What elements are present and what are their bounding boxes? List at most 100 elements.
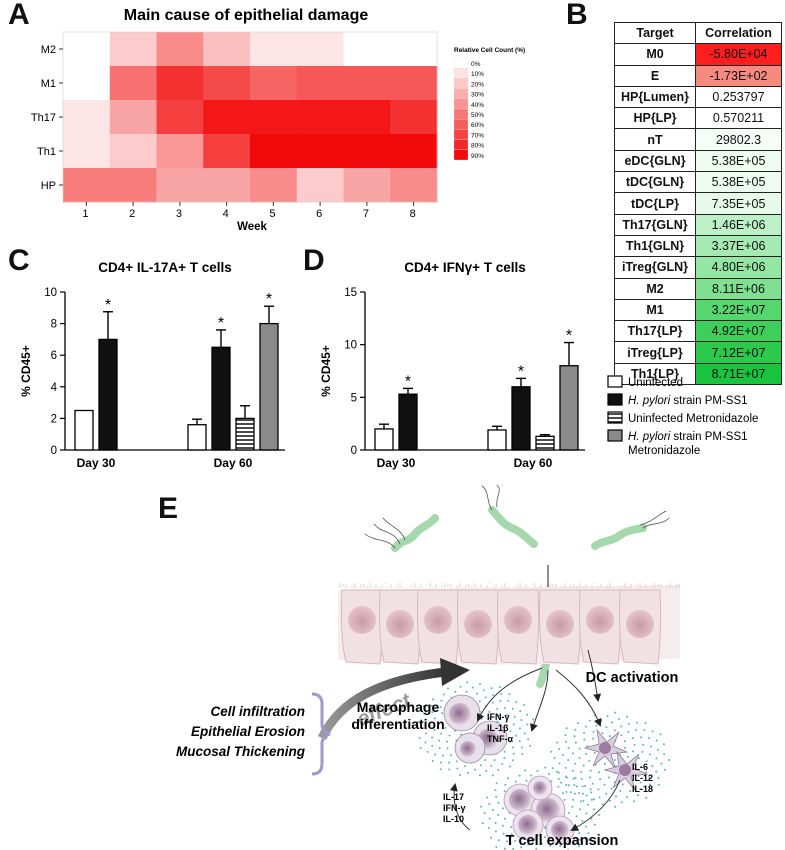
cytokine-dot	[557, 785, 560, 788]
bar	[535, 435, 555, 451]
cytokine-dot	[603, 783, 606, 786]
cytokine-dot	[486, 796, 489, 799]
heatmap-cell	[250, 168, 298, 203]
table-cell-target: Th17{GLN}	[614, 213, 696, 236]
cytokine-dot	[663, 753, 666, 756]
cytokine-dot	[520, 719, 523, 722]
table-row: M2 8.11E+06	[614, 277, 782, 300]
cytokine-dot	[560, 781, 563, 784]
heatmap-cell	[296, 168, 344, 203]
svg-text:IFN-γ: IFN-γ	[443, 803, 466, 813]
cytokine-dot	[455, 760, 458, 763]
cytokine-dot	[442, 693, 445, 696]
cytokine-dot	[521, 753, 524, 756]
cytokine-dot	[576, 722, 579, 725]
cytokine-dot	[505, 840, 508, 843]
cytokine-dot	[487, 826, 490, 829]
cytokine-dot	[530, 774, 533, 777]
cytokine-dot	[591, 782, 594, 785]
cytokine-dot	[565, 784, 568, 787]
y-tick-label: 0	[51, 445, 57, 457]
heatmap-legend-swatch	[453, 139, 469, 150]
heatmap-legend-swatch	[453, 88, 469, 99]
cytokine-dot	[533, 838, 536, 841]
cytokine-dot	[494, 789, 497, 792]
cytokine-dot	[448, 734, 451, 737]
heatmap-cell	[296, 134, 344, 169]
cytokine-dot	[433, 717, 436, 720]
cytokine-dot	[514, 840, 517, 843]
table-row: M0 -5.80E+04	[614, 43, 782, 66]
heatmap-col-label: 7	[363, 208, 369, 220]
cytokine-dot	[424, 741, 427, 744]
cytokine-dot	[614, 795, 617, 798]
cytokine-dot	[639, 781, 642, 784]
table-row: iTreg{GLN} 4.80E+06	[614, 256, 782, 279]
table-cell-correlation: 8.71E+07	[695, 362, 782, 386]
cytokine-dot	[624, 746, 627, 749]
legend-label: Uninfected	[628, 377, 683, 389]
cytokine-dot	[507, 699, 510, 702]
cytokine-dot	[597, 814, 600, 816]
cytokine-dot	[527, 738, 530, 741]
heatmap-cell	[343, 168, 391, 203]
cytokine-dot	[424, 718, 427, 721]
cytokine-dot	[614, 805, 617, 808]
cytokine-dot	[446, 740, 449, 743]
bar-category-label: Day 60	[514, 456, 553, 470]
table-row: nT 29802.3	[614, 128, 782, 151]
cytokine-dot	[493, 759, 496, 762]
heatmap-cell	[296, 100, 344, 135]
svg-text:IL-6: IL-6	[632, 762, 648, 772]
heatmap-cell	[390, 100, 438, 135]
cytokine-dot	[573, 735, 576, 738]
significance-marker: *	[405, 373, 411, 390]
heatmap-cells	[62, 31, 438, 203]
bar	[511, 386, 531, 451]
cytokine-dot	[557, 777, 560, 780]
cytokine-dot	[523, 732, 526, 735]
heatmap-legend-swatch	[453, 149, 469, 161]
cytokine-dot	[446, 687, 449, 690]
bar-chart-ylabel: % CD45+	[319, 345, 333, 397]
heatmap-legend-label: 40%	[471, 102, 484, 109]
cytokine-dot	[471, 686, 474, 689]
cytokine-dot	[565, 790, 568, 793]
cytokine-dot	[431, 744, 434, 747]
table-row: Th1{LP} 8.71E+07	[614, 362, 782, 386]
cytokine-dot	[586, 745, 589, 748]
heatmap-legend-label: 20%	[471, 81, 484, 88]
table-row: iTreg{LP} 7.12E+07	[614, 341, 782, 364]
cytokine-dot	[422, 712, 425, 715]
heatmap-legend-swatch	[453, 68, 469, 79]
cytokine-dot	[633, 800, 636, 803]
cytokine-dot	[478, 700, 481, 703]
cytokine-dot	[553, 757, 556, 760]
cytokine-dot	[659, 733, 662, 736]
cytokine-dot	[433, 729, 436, 731]
cytokine-dot	[529, 745, 532, 748]
cytokine-dot	[567, 811, 570, 814]
cytokine-dot	[578, 792, 581, 795]
cytokine-dot	[501, 763, 504, 766]
cytokine-dot	[575, 815, 578, 818]
cell-nucleus	[424, 606, 452, 634]
cytokine-dot	[649, 745, 652, 748]
cytokine-dot	[655, 757, 658, 760]
heatmap-cell	[109, 100, 157, 135]
cytokine-dot	[456, 767, 459, 770]
cytokine-dot	[587, 838, 590, 841]
cytokine-dot	[614, 711, 617, 714]
cytokine-dot	[585, 825, 588, 828]
cytokine-dot	[544, 826, 547, 829]
cytokine-dot	[572, 798, 575, 801]
table-cell-correlation: 1.46E+06	[695, 213, 782, 236]
cytokine-dot	[567, 746, 570, 749]
heatmap-col-label: 4	[223, 208, 229, 220]
cytokine-dot	[598, 771, 601, 774]
cytokine-dot	[603, 762, 606, 765]
cytokine-dot	[648, 790, 651, 793]
cytokine-dot	[640, 736, 643, 739]
cytokine-dot	[439, 768, 442, 771]
cytokine-dot	[431, 759, 434, 762]
